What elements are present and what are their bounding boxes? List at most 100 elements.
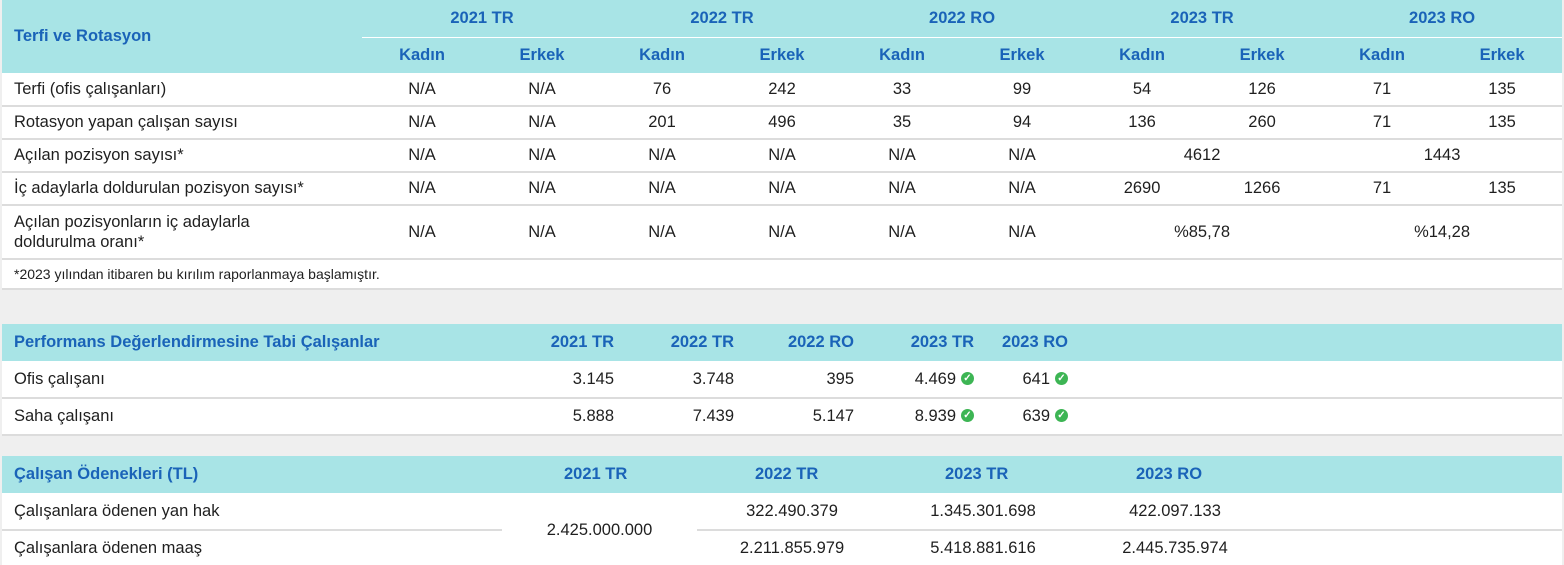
gender-header-male: Erkek: [1442, 36, 1563, 73]
cell: 2.445.735.974: [1122, 538, 1228, 557]
cell: 5.147: [734, 398, 854, 436]
cell: 71: [1322, 106, 1443, 140]
cell: N/A: [482, 205, 603, 260]
row-label: Çalışanlara ödenen maaş: [14, 538, 203, 557]
table-row: Çalışanlara ödenen maaş 2.211.855.979 5.…: [2, 530, 1562, 565]
row-label: Rotasyon yapan çalışan sayısı: [2, 106, 362, 140]
cell: 242: [722, 73, 843, 107]
cell: 1266: [1202, 172, 1323, 206]
gender-header-female: Kadın: [602, 36, 723, 73]
cell: 1.345.301.698: [887, 493, 1079, 531]
promotion-rotation-table: Terfi ve Rotasyon 2021 TR 2022 TR 2022 R…: [2, 0, 1563, 290]
cell: 94: [962, 106, 1083, 140]
table-row: Rotasyon yapan çalışan sayısı N/A N/A 20…: [2, 106, 1563, 140]
check-icon: ✓: [1055, 409, 1068, 423]
cell-merged: 2.425.000.000: [546, 520, 653, 539]
row-label-line: doldurulma oranı*: [14, 233, 145, 251]
performance-table: Performans Değerlendirmesine Tabi Çalışa…: [2, 324, 1562, 436]
cell: N/A: [962, 172, 1083, 206]
year-header: 2021 TR: [550, 333, 614, 351]
cell-merged: 4612: [1082, 139, 1323, 173]
cell: 135: [1442, 106, 1563, 140]
cell: N/A: [842, 205, 963, 260]
gender-header-female: Kadın: [1082, 36, 1203, 73]
promotion-section-title: Terfi ve Rotasyon: [2, 0, 362, 74]
cell: 7.439: [614, 398, 734, 436]
cell: N/A: [362, 106, 482, 140]
cell-merged: 1443: [1322, 139, 1563, 173]
cell: N/A: [722, 172, 843, 206]
table-row: İç adaylarla doldurulan pozisyon sayısı*…: [2, 172, 1563, 206]
year-header: 2021 TR: [564, 465, 628, 483]
cell: 5.418.881.616: [930, 538, 1036, 557]
cell: 641 ✓: [974, 361, 1094, 399]
row-label: Ofis çalışanı: [2, 361, 502, 399]
cell: 76: [602, 73, 723, 107]
cell: N/A: [482, 172, 603, 206]
cell-value: 641: [1022, 369, 1050, 388]
cell: 33: [842, 73, 963, 107]
cell-value: 639: [1022, 407, 1050, 425]
table-row: Açılan pozisyonların iç adaylarla doldur…: [2, 205, 1563, 260]
year-header: 2022 TR: [755, 465, 819, 483]
cell: N/A: [482, 106, 603, 140]
cell: 3.748: [614, 361, 734, 399]
cell: N/A: [602, 172, 723, 206]
gender-header-female: Kadın: [1322, 36, 1443, 73]
row-label: Açılan pozisyon sayısı*: [2, 139, 362, 173]
cell: 71: [1322, 172, 1443, 206]
year-header: 2023 RO: [1322, 0, 1563, 38]
cell: 135: [1442, 73, 1563, 107]
cell: N/A: [362, 139, 482, 173]
cell: N/A: [722, 139, 843, 173]
cell: 201: [602, 106, 723, 140]
cell: N/A: [482, 139, 603, 173]
table-row: Saha çalışanı 5.888 7.439 5.147 8.939 ✓ 6…: [2, 398, 1562, 436]
cell: N/A: [722, 205, 843, 260]
row-label: Saha çalışanı: [2, 398, 502, 436]
cell: 496: [722, 106, 843, 140]
cell: N/A: [362, 73, 482, 107]
cell-merged: %85,78: [1082, 205, 1323, 260]
compensation-table: Çalışan Ödenekleri (TL) 2021 TR 2022 TR …: [2, 456, 1562, 565]
cell: 422.097.133: [1079, 493, 1271, 531]
cell: N/A: [602, 139, 723, 173]
cell: N/A: [602, 205, 723, 260]
year-header: 2022 TR: [670, 333, 734, 351]
cell: 54: [1082, 73, 1203, 107]
row-label: Terfi (ofis çalışanları): [2, 73, 362, 107]
cell: 8.939 ✓: [854, 398, 974, 436]
cell: 2.211.855.979: [739, 538, 845, 557]
cell-value: 8.939: [914, 407, 956, 425]
year-header: 2021 TR: [362, 0, 603, 38]
table-row: Çalışanlara ödenen yan hak 2.425.000.000…: [2, 493, 1562, 539]
gender-header-male: Erkek: [1202, 36, 1323, 73]
cell: N/A: [482, 73, 603, 107]
year-header: 2022 RO: [787, 333, 854, 351]
row-label-line: Açılan pozisyonların iç adaylarla: [14, 213, 250, 231]
cell: N/A: [842, 172, 963, 206]
check-icon: ✓: [1055, 371, 1068, 385]
cell: 71: [1322, 73, 1443, 107]
cell: 35: [842, 106, 963, 140]
row-label: İç adaylarla doldurulan pozisyon sayısı*: [2, 172, 362, 206]
table-row: Ofis çalışanı 3.145 3.748 395 4.469 ✓ 641…: [2, 361, 1562, 399]
year-header: 2023 TR: [945, 465, 1009, 483]
year-header: 2022 RO: [842, 0, 1083, 38]
cell: 395: [734, 361, 854, 399]
gender-header-male: Erkek: [482, 36, 603, 73]
cell: 322.490.379: [697, 493, 887, 531]
table-row: Açılan pozisyon sayısı* N/A N/A N/A N/A …: [2, 139, 1563, 173]
table-row: Terfi (ofis çalışanları) N/A N/A 76 242 …: [2, 73, 1563, 107]
cell: N/A: [842, 139, 963, 173]
gender-header-female: Kadın: [362, 36, 482, 73]
cell-merged: %14,28: [1322, 205, 1563, 260]
gender-header-male: Erkek: [962, 36, 1083, 73]
cell: N/A: [962, 205, 1083, 260]
cell: 639 ✓: [974, 398, 1094, 436]
cell: N/A: [962, 139, 1083, 173]
cell: 3.145: [502, 361, 614, 399]
year-header: 2023 TR: [1082, 0, 1323, 38]
cell: 126: [1202, 73, 1323, 107]
year-header: 2023 RO: [1136, 465, 1203, 483]
